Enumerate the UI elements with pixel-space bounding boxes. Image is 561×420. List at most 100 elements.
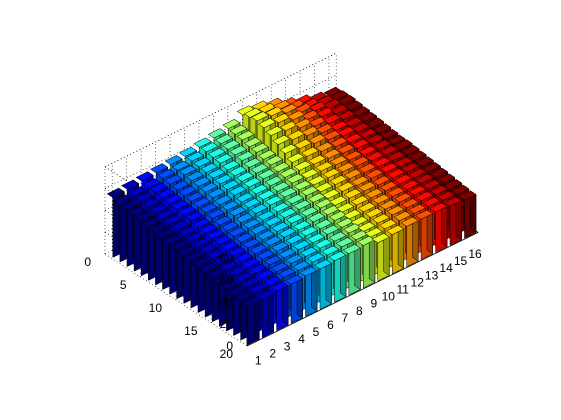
bar-face (322, 168, 341, 179)
bar-face (351, 122, 370, 133)
bar-face (257, 169, 276, 180)
bar-face (199, 223, 218, 234)
bar-face (325, 259, 332, 305)
bar-face (357, 202, 376, 213)
bar-face (235, 192, 254, 203)
bar-face (397, 224, 405, 269)
bar-face (142, 197, 161, 208)
bar (328, 250, 347, 303)
bar-face (286, 152, 305, 163)
bar-face (142, 217, 161, 228)
bar-face (337, 110, 356, 121)
bar-face (285, 254, 304, 264)
bar-face (199, 203, 218, 213)
bar-face (337, 94, 356, 105)
bar-face (185, 211, 204, 222)
bar-face (330, 104, 349, 115)
bar-face (311, 266, 318, 312)
bar-face (192, 237, 211, 248)
x-tick-label: 2 (269, 346, 276, 360)
bar-face (328, 231, 347, 242)
bar-face (229, 145, 248, 156)
bar-face (163, 214, 182, 225)
bar-face (307, 212, 326, 223)
bar-face (236, 151, 255, 161)
bar-face (307, 192, 326, 203)
bar-face (314, 238, 333, 249)
bar-face (113, 194, 133, 205)
bar-face (178, 146, 198, 157)
bar-face (220, 221, 240, 232)
bar-face (265, 106, 284, 117)
bar-face (278, 208, 297, 218)
bar-face (149, 223, 168, 233)
bar-face (271, 221, 290, 232)
x-tick-label: 7 (342, 311, 349, 325)
bar-face (300, 206, 319, 217)
bar-face (285, 194, 305, 205)
bar-face (265, 126, 284, 136)
bar-face (177, 245, 196, 256)
bar-face (177, 226, 197, 237)
bar-face (149, 182, 169, 193)
bar-face (300, 168, 319, 179)
bar-face (149, 163, 169, 174)
x-tick-label: 4 (298, 332, 305, 346)
bar-face (264, 155, 284, 166)
bar-face (380, 129, 399, 139)
x-tick-label: 12 (411, 275, 425, 289)
z-tick-label: 20 (220, 317, 234, 331)
bar-face (178, 165, 197, 176)
bar-face (214, 194, 233, 205)
bar-face (234, 291, 253, 302)
bar-face (293, 180, 312, 191)
bar-face (426, 209, 433, 255)
bar-face (256, 249, 275, 260)
bar-face (192, 218, 211, 228)
z-tick-label: 60 (220, 274, 234, 288)
bar-face (336, 143, 356, 154)
bar-face (277, 267, 297, 278)
bar-face (292, 240, 311, 251)
bar-face (351, 138, 370, 149)
bar-face (314, 182, 334, 193)
bar-face (315, 161, 334, 172)
bar-face (408, 150, 427, 161)
bar-face (170, 220, 190, 231)
bar-face (429, 185, 448, 196)
bars (106, 86, 477, 346)
bar (429, 202, 448, 253)
bar-face (422, 196, 441, 207)
bar-face (336, 162, 355, 173)
bar-face (387, 134, 406, 145)
bar-face (412, 216, 419, 262)
bar-face (321, 245, 340, 256)
bar-face (313, 259, 333, 270)
bar-face (343, 209, 362, 220)
bar-face (228, 166, 248, 176)
bar-face (242, 198, 262, 208)
bar-face (415, 156, 434, 167)
bar-face (365, 151, 384, 162)
bar-face (444, 179, 463, 190)
bar-face (393, 174, 413, 185)
bar (371, 232, 390, 282)
x-tick-label: 3 (284, 339, 291, 353)
bar-face (307, 154, 327, 165)
bar-face (227, 285, 246, 296)
bar-face (351, 156, 370, 167)
bar-face (321, 188, 341, 199)
bar-face (451, 184, 470, 195)
bar-face (120, 200, 140, 211)
bar-face (387, 151, 406, 161)
bar-face (256, 230, 276, 241)
grid-line (104, 52, 337, 168)
bar-face (206, 249, 225, 259)
bar-face (264, 195, 283, 206)
bar-face (193, 157, 212, 168)
bar-face (213, 235, 232, 246)
bar-face (185, 191, 204, 202)
bar-face (255, 289, 275, 300)
x-tick-label: 8 (356, 304, 363, 318)
